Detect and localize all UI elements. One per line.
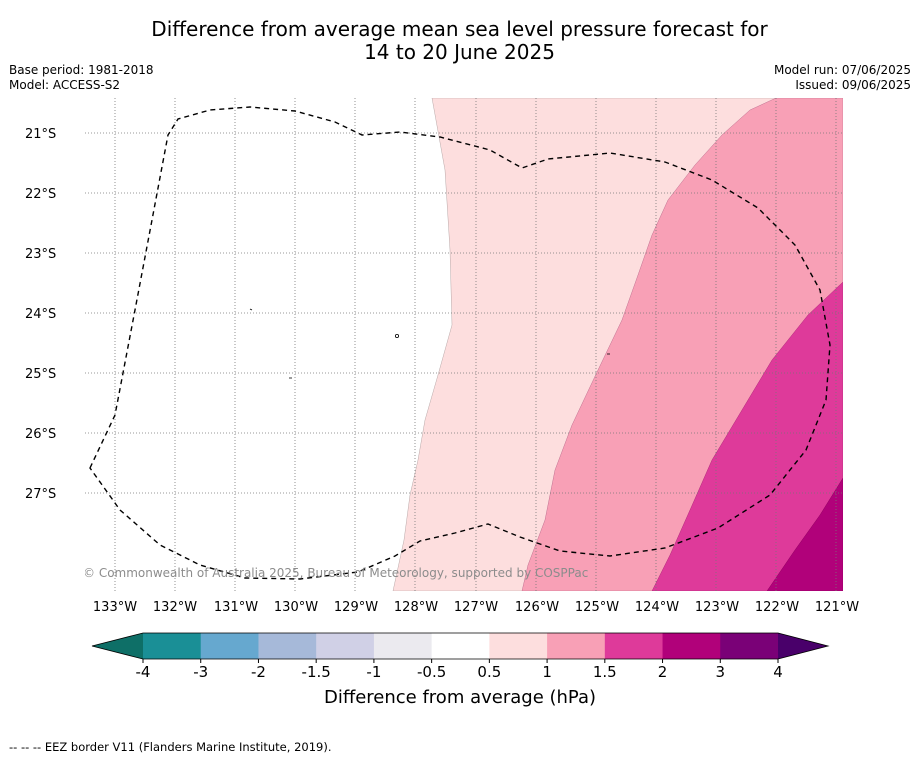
colorbar-over-arrow <box>778 633 828 659</box>
gridlines <box>85 98 843 591</box>
colorbar-label: Difference from average (hPa) <box>324 687 596 708</box>
contour-2-to-3 <box>766 477 843 591</box>
title-line-2: 14 to 20 June 2025 <box>364 40 555 64</box>
colorbar-tick-label: -3 <box>193 663 208 681</box>
lon-label-127: 127°W <box>454 600 498 615</box>
colorbar-tick-label: 3 <box>715 663 725 681</box>
issued-date: Issued: 09/06/2025 <box>795 78 911 92</box>
colorbar-segment-5 <box>431 633 490 659</box>
colorbar-segment-2 <box>258 633 317 659</box>
lat-axis-labels: 21°S 22°S 23°S 24°S 25°S 26°S 27°S <box>25 127 56 502</box>
colorbar-segment-7 <box>547 633 606 659</box>
lon-axis-labels: 133°W 132°W 131°W 130°W 129°W 128°W 127°… <box>93 600 859 615</box>
lat-label-21: 21°S <box>25 127 56 142</box>
colorbar-tick-label: -1.5 <box>302 663 331 681</box>
base-period: Base period: 1981-2018 <box>9 63 154 77</box>
title-line-1: Difference from average mean sea level p… <box>151 17 768 41</box>
colorbar-segment-4 <box>373 633 433 659</box>
lon-label-121: 121°W <box>815 600 859 615</box>
lat-label-24: 24°S <box>25 307 56 322</box>
colorbar-segment-1 <box>200 633 259 659</box>
colorbar-ticks: -4 -3 -2 -1.5 -1 -0.5 0.5 1 1.5 2 3 4 <box>136 659 783 681</box>
lon-label-133: 133°W <box>93 600 137 615</box>
lon-label-126: 126°W <box>515 600 559 615</box>
colorbar: -4 -3 -2 -1.5 -1 -0.5 0.5 1 1.5 2 3 4 Difference fr… <box>91 632 830 708</box>
lon-label-129: 129°W <box>334 600 378 615</box>
colorbar-tick-label: 0.5 <box>477 663 501 681</box>
map-title: Difference from average mean sea level p… <box>0 18 919 64</box>
lat-label-22: 22°S <box>25 187 56 202</box>
eez-legend-footnote: -- -- -- EEZ border V11 (Flanders Marine… <box>9 740 332 754</box>
lat-label-25: 25°S <box>25 367 56 382</box>
lon-label-131: 131°W <box>214 600 258 615</box>
colorbar-tick-label: 1.5 <box>593 663 617 681</box>
lon-label-124: 124°W <box>635 600 679 615</box>
colorbar-segment-0 <box>143 633 202 659</box>
colorbar-segments <box>143 633 779 659</box>
model-run: Model run: 07/06/2025 <box>773 63 911 77</box>
lat-label-23: 23°S <box>25 247 56 262</box>
lon-label-128: 128°W <box>394 600 438 615</box>
colorbar-tick-label: 1 <box>542 663 552 681</box>
colorbar-tick-label: -0.5 <box>417 663 446 681</box>
colorbar-tick-label: -2 <box>251 663 266 681</box>
colorbar-tick-label: 2 <box>658 663 668 681</box>
lon-label-125: 125°W <box>575 600 619 615</box>
meta-right: Model run: 07/06/2025 Issued: 09/06/2025 <box>774 63 911 93</box>
copyright-text: © Commonwealth of Australia 2025, Bureau… <box>83 566 588 580</box>
lat-label-27: 27°S <box>25 487 56 502</box>
lon-label-122: 122°W <box>755 600 799 615</box>
lon-label-130: 130°W <box>274 600 318 615</box>
colorbar-segment-6 <box>489 633 548 659</box>
model-name: Model: ACCESS-S2 <box>9 78 121 92</box>
colorbar-under-arrow <box>92 633 143 659</box>
lon-label-132: 132°W <box>153 600 197 615</box>
islands <box>249 308 610 379</box>
meta-left: Base period: 1981-2018 Model: ACCESS-S2 <box>9 63 154 93</box>
contour-1-5-to-2 <box>651 281 843 591</box>
colorbar-segment-10 <box>720 633 779 659</box>
colorbar-segment-3 <box>316 633 375 659</box>
colorbar-tick-label: 4 <box>773 663 783 681</box>
colorbar-tick-label: -4 <box>136 663 151 681</box>
colorbar-segment-8 <box>604 633 664 659</box>
lon-label-123: 123°W <box>695 600 739 615</box>
colorbar-tick-label: -1 <box>366 663 381 681</box>
colorbar-segment-9 <box>662 633 721 659</box>
contour-fields: © Commonwealth of Australia 2025, Bureau… <box>83 98 843 591</box>
lat-label-26: 26°S <box>25 427 56 442</box>
eez-border <box>89 106 831 580</box>
